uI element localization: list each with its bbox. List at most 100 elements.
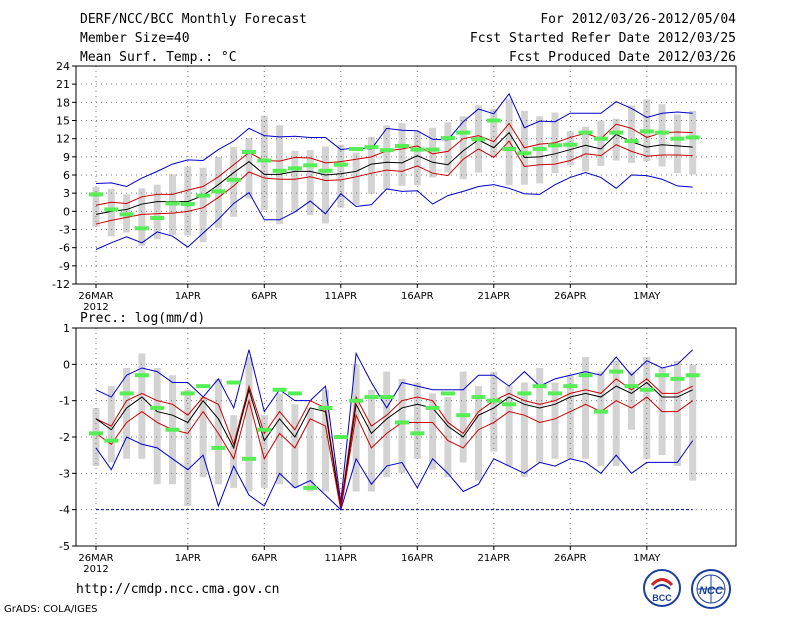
spread-box — [628, 105, 635, 163]
mean-marker — [379, 148, 394, 153]
mean-marker — [685, 373, 700, 378]
x-tick-label: 26APR — [554, 291, 587, 302]
svg-text:BCC: BCC — [652, 593, 672, 603]
spread-box — [536, 367, 544, 463]
mean-marker — [471, 395, 486, 400]
spread-box — [383, 371, 391, 477]
x-tick-label: 1APR — [175, 553, 201, 564]
mean-marker — [104, 438, 119, 443]
y-tick-label: -5 — [59, 540, 70, 553]
temp-variable-label: Mean Surf. Temp.: °C — [80, 50, 237, 65]
x-tick-label: 11APR — [325, 291, 358, 302]
mean-marker — [639, 129, 654, 134]
y-tick-label: -12 — [52, 278, 70, 291]
spread-box — [291, 150, 299, 212]
spread-box — [566, 131, 574, 166]
y-tick-label: -4 — [59, 504, 70, 517]
y-tick-label: 0 — [63, 358, 70, 371]
mean-marker — [272, 168, 287, 173]
mean-marker — [532, 384, 547, 389]
spread-box — [322, 389, 329, 492]
x-tick-label: 11APR — [325, 553, 358, 564]
x-tick-label: 21APR — [478, 553, 511, 564]
y-tick-label: 6 — [63, 169, 70, 182]
spread-box — [199, 167, 207, 243]
mean-marker — [242, 149, 256, 154]
mean-marker — [333, 162, 348, 167]
spread-box — [367, 389, 375, 492]
x-tick-label: 21APR — [478, 291, 511, 302]
spread-box — [520, 382, 528, 477]
x-tick-label: 16APR — [401, 291, 434, 302]
mean-marker — [211, 189, 226, 194]
mean-marker — [548, 391, 562, 396]
precip-variable-label: Prec.: log(mm/d) — [80, 311, 205, 326]
spread-box — [123, 367, 131, 459]
spread-box — [505, 386, 513, 467]
y-tick-label: 1 — [63, 322, 70, 335]
spread-box — [322, 146, 329, 224]
spread-box — [551, 382, 559, 459]
svg-text:NCC: NCC — [699, 585, 724, 597]
mean-marker — [134, 226, 149, 231]
mean-marker — [486, 398, 501, 403]
x-tick-sublabel: 2012 — [83, 564, 108, 575]
mean-marker — [257, 427, 272, 432]
source-url[interactable]: http://cmdp.ncc.cma.gov.cn — [76, 582, 280, 597]
mean-marker — [89, 192, 103, 197]
mean-marker — [287, 166, 302, 171]
mean-marker — [563, 384, 578, 389]
spread-box — [673, 114, 681, 174]
series-line-max — [95, 92, 693, 188]
series-line-median — [95, 131, 693, 215]
y-tick-label: 3 — [63, 187, 70, 200]
spread-box — [199, 397, 207, 477]
series-line-q75 — [95, 378, 693, 507]
y-tick-label: -6 — [59, 242, 70, 255]
y-tick-label: 21 — [56, 78, 70, 91]
spread-box — [398, 378, 406, 474]
spread-box — [459, 116, 467, 180]
mean-marker — [89, 431, 103, 436]
mean-marker — [425, 147, 440, 152]
mean-marker — [196, 193, 211, 198]
spread-box — [490, 371, 498, 452]
mean-marker — [670, 136, 685, 141]
mean-marker — [486, 118, 501, 123]
spread-box — [582, 357, 590, 459]
spread-box — [260, 415, 268, 488]
mean-marker — [180, 202, 195, 207]
member-size: Member Size=40 — [80, 31, 190, 46]
spread-box — [398, 122, 406, 186]
mean-marker — [134, 373, 149, 378]
mean-marker — [563, 142, 578, 147]
spread-box — [260, 115, 268, 211]
series-line-q25 — [95, 396, 693, 510]
mean-marker — [395, 420, 409, 425]
mean-marker — [685, 135, 700, 140]
spread-box — [643, 357, 651, 459]
spread-box — [107, 188, 115, 237]
mean-marker — [226, 177, 241, 182]
mean-marker — [379, 395, 394, 400]
spread-box — [658, 104, 666, 167]
spread-box — [153, 367, 161, 485]
series-line-median — [95, 381, 693, 510]
y-tick-label: 12 — [56, 133, 70, 146]
spread-box — [444, 397, 452, 477]
spread-box — [612, 118, 620, 161]
mean-marker — [303, 163, 318, 168]
series-line-min — [95, 436, 694, 511]
spread-box — [383, 125, 391, 191]
spread-box — [230, 415, 238, 488]
series-line-max — [95, 349, 694, 503]
spread-box — [444, 122, 452, 173]
mean-marker — [456, 130, 471, 135]
x-tick-label: 6APR — [251, 291, 277, 302]
mean-marker — [150, 215, 165, 220]
produced-date: Fcst Produced Date 2012/03/26 — [509, 50, 736, 65]
chart-title: DERF/NCC/BCC Monthly Forecast — [80, 12, 307, 27]
mean-marker — [517, 151, 532, 156]
